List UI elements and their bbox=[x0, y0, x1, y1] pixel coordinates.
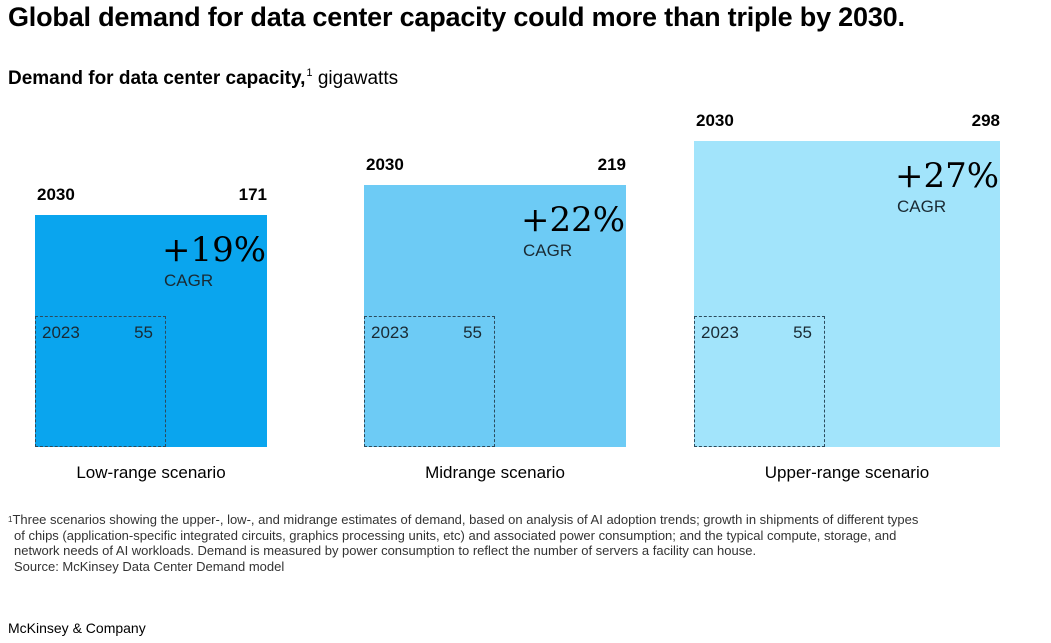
cagr-label: CAGR bbox=[164, 271, 214, 290]
scenario-square-2030: 2023 55 bbox=[364, 185, 626, 447]
footnote-marker: 1 bbox=[8, 515, 13, 524]
baseline-value-label: 55 bbox=[793, 323, 812, 342]
cagr-percent: +22% bbox=[521, 200, 626, 240]
value-2030-label: 298 bbox=[971, 111, 1000, 130]
cagr-percent: +27% bbox=[895, 156, 1000, 196]
value-2030-label: 171 bbox=[238, 185, 267, 204]
footnote-source: Source: McKinsey Data Center Demand mode… bbox=[14, 558, 285, 574]
footnote: 1Three scenarios showing the upper-, low… bbox=[8, 512, 1048, 574]
scenario-name: Low-range scenario bbox=[76, 463, 226, 482]
subtitle-unit: gigawatts bbox=[317, 68, 399, 89]
baseline-value-label: 55 bbox=[463, 323, 482, 342]
chart-title: Global demand for data center capacity c… bbox=[8, 2, 905, 32]
baseline-year-label: 2023 bbox=[701, 323, 739, 342]
chart-subtitle: Demand for data center capacity,1 gigawa… bbox=[8, 67, 399, 90]
year-2030-label: 2030 bbox=[696, 111, 734, 130]
subtitle-main: Demand for data center capacity, bbox=[8, 68, 306, 89]
baseline-year-label: 2023 bbox=[371, 323, 409, 342]
baseline-square-2023: 2023 55 bbox=[364, 316, 495, 447]
footnote-line-1: 1Three scenarios showing the upper-, low… bbox=[8, 512, 1048, 528]
cagr-label: CAGR bbox=[523, 241, 573, 260]
subtitle-footnote-marker: 1 bbox=[306, 67, 313, 79]
scenario-square-2030: 2023 55 bbox=[694, 141, 1000, 447]
footnote-line-3: network needs of AI workloads. Demand is… bbox=[14, 543, 757, 558]
year-2030-label: 2030 bbox=[366, 155, 404, 174]
footnote-text-1: Three scenarios showing the upper-, low-… bbox=[12, 512, 919, 527]
scenario-name: Upper-range scenario bbox=[764, 463, 930, 482]
brand-logo-text: McKinsey & Company bbox=[8, 620, 146, 636]
baseline-year-label: 2023 bbox=[42, 323, 80, 342]
footnote-line-2: of chips (application-specific integrate… bbox=[14, 527, 897, 543]
baseline-square-2023: 2023 55 bbox=[694, 316, 825, 447]
scenario-name: Midrange scenario bbox=[425, 463, 565, 482]
baseline-value-label: 55 bbox=[134, 323, 153, 342]
cagr-percent: +19% bbox=[162, 230, 267, 270]
value-2030-label: 219 bbox=[597, 155, 626, 174]
year-2030-label: 2030 bbox=[37, 185, 75, 204]
baseline-square-2023: 2023 55 bbox=[35, 316, 166, 447]
cagr-label: CAGR bbox=[897, 197, 947, 216]
scenario-square-2030: 2023 55 bbox=[35, 215, 267, 447]
